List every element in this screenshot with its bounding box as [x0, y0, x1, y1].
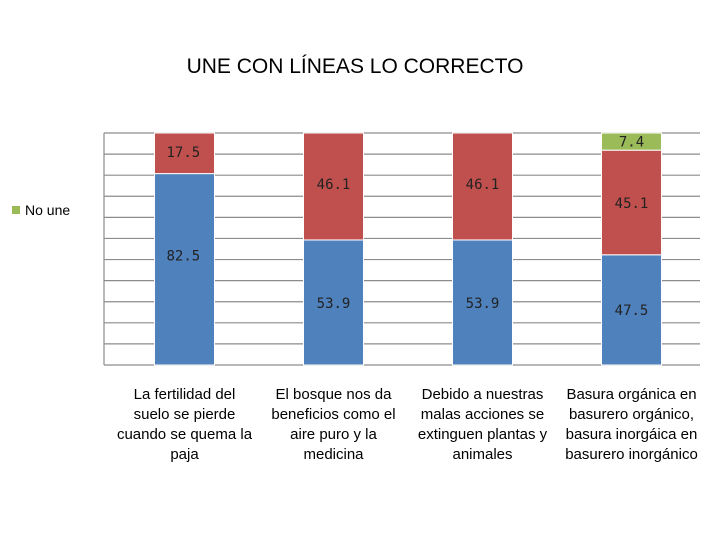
category-label-line: cuando se quema la: [116, 426, 253, 443]
chart-title: UNE CON LÍNEAS LO CORRECTO: [0, 55, 720, 79]
category-label-line: La fertilidad del: [133, 386, 236, 403]
category-label-line: El bosque nos da: [275, 386, 392, 403]
bar-segment: [601, 149, 662, 256]
data-label: 82.5: [167, 249, 201, 265]
legend-swatch-no-une: [12, 206, 20, 214]
data-label: 7.4: [619, 135, 644, 151]
category-label-line: animales: [452, 446, 513, 463]
category-label-line: basura inorgáica en: [565, 426, 698, 443]
data-label: 53.9: [317, 296, 351, 312]
category-label-line: Debido a nuestras: [421, 386, 544, 403]
category-label-line: extinguen plantas y: [417, 426, 548, 443]
category-label-line: Basura orgánica en: [566, 386, 697, 403]
category-label-line: paja: [170, 446, 199, 463]
bar-segment: [601, 132, 662, 151]
bar-segment: [452, 132, 513, 241]
category-label-line: basurero inorgánico: [565, 446, 698, 463]
bar-segment: [452, 239, 513, 366]
category-label-line: medicina: [303, 446, 364, 463]
category-label-line: malas acciones se: [420, 406, 545, 423]
legend: No une: [12, 202, 70, 218]
bar-segment: [154, 132, 215, 175]
category-label: La fertilidad del suelo se pierde cuando s…: [110, 385, 260, 465]
data-label: 46.1: [466, 177, 500, 193]
data-label: 53.9: [466, 296, 500, 312]
category-label-line: suelo se pierde: [133, 406, 236, 423]
bar-segment: [303, 239, 364, 366]
legend-label-no-une: No une: [25, 202, 71, 218]
bar-segment: [303, 132, 364, 241]
bar-segment: [601, 254, 662, 366]
category-label: Debido a nuestras malas acciones se exting…: [408, 385, 558, 465]
data-label: 46.1: [317, 177, 351, 193]
category-label-line: basurero orgánico,: [568, 406, 695, 423]
category-label-line: beneficios como el: [271, 406, 396, 423]
data-label: 45.1: [615, 196, 649, 212]
category-label: Basura orgánica en basurero orgánico, basu…: [557, 385, 707, 465]
data-label: 47.5: [615, 303, 649, 319]
data-label: 17.5: [167, 145, 201, 161]
bar-segment: [154, 173, 215, 366]
category-label: El bosque nos da beneficios como el aire p…: [259, 385, 409, 465]
chart-title-text: UNE CON LÍNEAS LO CORRECTO: [186, 55, 524, 78]
category-label-line: aire puro y la: [290, 426, 377, 443]
